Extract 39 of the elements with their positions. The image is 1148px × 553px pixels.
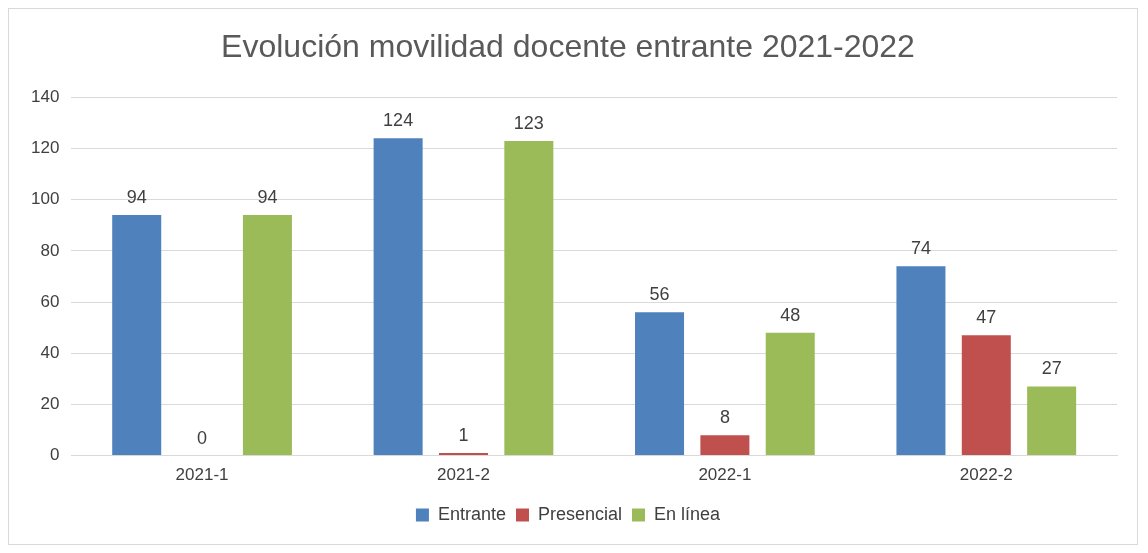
bar xyxy=(438,453,488,456)
y-tick-label: 140 xyxy=(30,87,60,107)
y-tick-label: 60 xyxy=(40,291,60,311)
bar xyxy=(504,140,554,456)
x-tick-label: 2022-2 xyxy=(959,465,1013,485)
chart-title: Evolución movilidad docente entrante 2021-2022 xyxy=(221,28,915,65)
y-tick-label: 100 xyxy=(30,189,60,209)
legend-label: En línea xyxy=(654,503,722,524)
legend-label: Presencial xyxy=(537,503,623,524)
bar xyxy=(700,435,750,456)
data-label: 56 xyxy=(649,284,670,305)
bar xyxy=(961,335,1011,456)
legend-label: Entrante xyxy=(437,503,506,524)
bar xyxy=(896,266,946,456)
data-label: 8 xyxy=(719,407,730,428)
bar xyxy=(635,312,685,456)
data-label: 0 xyxy=(197,427,208,448)
y-tick-label: 120 xyxy=(30,138,60,158)
y-tick-label: 80 xyxy=(40,240,60,260)
data-label: 94 xyxy=(257,187,278,208)
bar xyxy=(373,138,423,456)
y-tick-label: 20 xyxy=(40,394,60,414)
x-tick-label: 2022-1 xyxy=(698,465,752,485)
data-label: 47 xyxy=(976,307,997,328)
data-label: 124 xyxy=(383,110,414,131)
data-label: 48 xyxy=(780,304,801,325)
bar xyxy=(1027,386,1077,456)
x-tick-label: 2021-1 xyxy=(175,465,229,485)
data-label: 94 xyxy=(126,187,147,208)
data-label: 27 xyxy=(1041,358,1062,379)
data-label: 123 xyxy=(513,112,544,133)
y-tick-label: 40 xyxy=(40,342,60,362)
bar xyxy=(765,332,815,456)
bar xyxy=(242,215,292,456)
x-tick-label: 2021-2 xyxy=(437,465,490,485)
bar xyxy=(112,215,162,456)
data-label: 74 xyxy=(910,238,931,259)
data-label: 1 xyxy=(458,425,469,446)
y-tick-label: 0 xyxy=(49,445,60,465)
